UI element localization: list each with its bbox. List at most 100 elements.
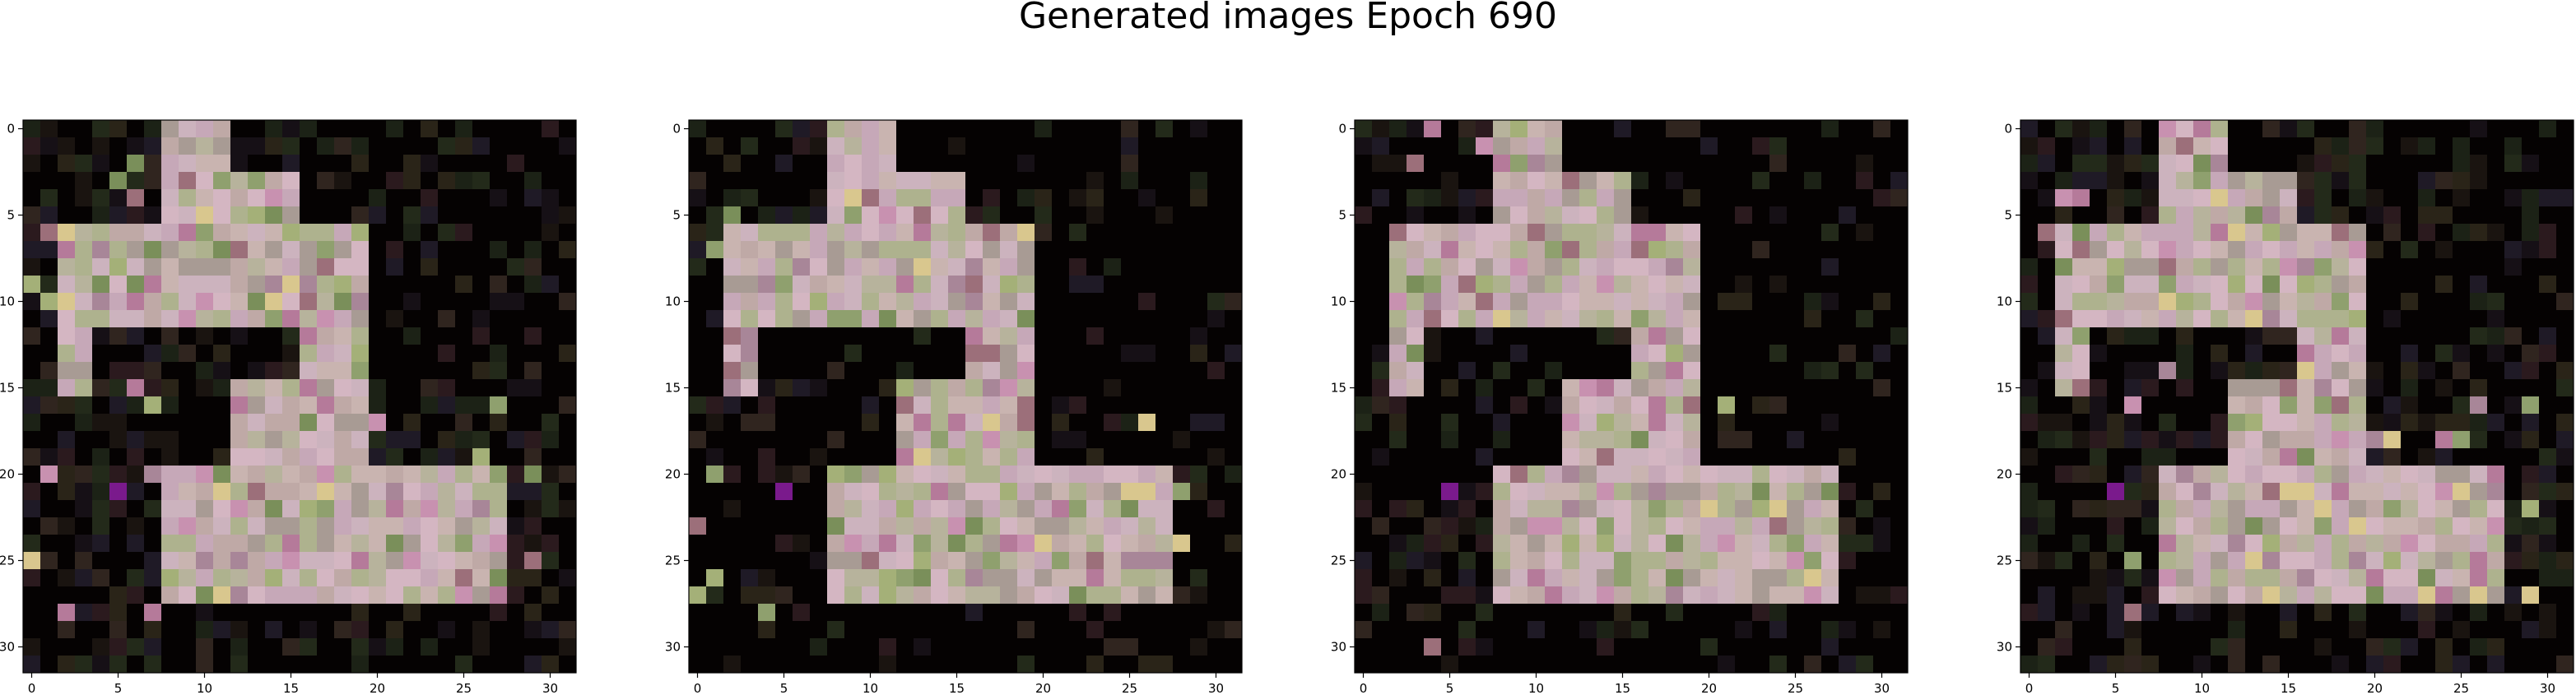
pixel-cell — [827, 310, 845, 328]
pixel-cell — [1173, 137, 1191, 155]
pixel-cell — [127, 189, 145, 207]
pixel-cell — [1890, 500, 1909, 518]
pixel-cell — [92, 656, 110, 674]
pixel-cell — [1035, 604, 1053, 622]
pixel-cell — [1138, 172, 1156, 190]
pixel-cell — [965, 466, 983, 484]
pixel-cell — [1225, 414, 1243, 432]
pixel-cell — [1458, 396, 1476, 415]
pixel-cell — [1666, 483, 1684, 501]
pixel-cell — [1389, 500, 1407, 518]
pixel-cell — [507, 310, 525, 328]
pixel-cell — [1407, 293, 1425, 311]
pixel-cell — [1890, 293, 1909, 311]
pixel-cell — [2297, 137, 2315, 155]
pixel-cell — [1752, 414, 1770, 432]
pixel-cell — [230, 621, 249, 639]
pixel-cell — [914, 379, 932, 397]
pixel-cell — [144, 172, 162, 190]
pixel-cell — [2366, 414, 2384, 432]
pixel-cell — [1000, 224, 1018, 242]
pixel-cell — [1052, 293, 1070, 311]
pixel-cell — [2366, 327, 2384, 345]
pixel-cell — [2020, 552, 2039, 570]
pixel-cell — [931, 638, 949, 656]
pixel-cell — [161, 345, 179, 363]
pixel-cell — [1035, 276, 1053, 294]
pixel-cell — [438, 517, 456, 535]
pixel-cell — [1527, 604, 1546, 622]
pixel-cell — [1424, 189, 1442, 207]
pixel-cell — [2487, 310, 2505, 328]
pixel-cell — [1545, 483, 1563, 501]
pixel-cell — [524, 258, 542, 276]
pixel-cell — [1476, 483, 1494, 501]
pixel-cell — [1104, 241, 1122, 259]
pixel-cell — [827, 586, 845, 605]
pixel-cell — [827, 552, 845, 570]
pixel-cell — [2470, 224, 2488, 242]
pixel-cell — [1873, 224, 1891, 242]
pixel-cell — [706, 258, 724, 276]
pixel-cell — [161, 431, 179, 449]
pixel-cell — [1856, 120, 1874, 138]
pixel-cell — [1890, 310, 1909, 328]
pixel-cell — [1579, 172, 1597, 190]
pixel-cell — [75, 172, 93, 190]
pixel-cell — [931, 414, 949, 432]
pixel-cell — [1207, 466, 1225, 484]
pixel-cell — [879, 569, 897, 587]
pixel-cell — [2124, 569, 2142, 587]
pixel-cell — [1207, 120, 1225, 138]
pixel-cell — [1441, 310, 1459, 328]
pixel-cell — [1856, 414, 1874, 432]
pixel-cell — [1017, 396, 1035, 415]
pixel-cell — [282, 466, 300, 484]
pixel-cell — [1035, 483, 1053, 501]
pixel-cell — [1821, 448, 1839, 466]
pixel-cell — [1666, 155, 1684, 173]
pixel-cell — [351, 414, 370, 432]
pixel-cell — [1700, 552, 1718, 570]
x-tick-label: 30 — [2540, 681, 2555, 695]
pixel-cell — [2193, 276, 2211, 294]
pixel-cell — [1597, 638, 1615, 656]
pixel-cell — [2193, 362, 2211, 380]
pixel-cell — [472, 379, 491, 397]
pixel-cell — [879, 172, 897, 190]
pixel-cell — [1207, 293, 1225, 311]
pixel-cell — [2020, 172, 2039, 190]
pixel-cell — [507, 535, 525, 553]
pixel-cell — [1407, 172, 1425, 190]
pixel-cell — [1666, 431, 1684, 449]
pixel-cell — [58, 535, 76, 553]
pixel-cell — [1424, 500, 1442, 518]
pixel-cell — [2539, 586, 2557, 605]
pixel-cell — [196, 621, 214, 639]
pixel-cell — [1458, 155, 1476, 173]
pixel-cell — [2124, 621, 2142, 639]
pixel-cell — [1804, 569, 1822, 587]
pixel-cell — [2262, 448, 2281, 466]
pixel-cell — [542, 293, 560, 311]
pixel-cell — [507, 517, 525, 535]
pixel-cell — [1355, 241, 1373, 259]
pixel-cell — [2539, 310, 2557, 328]
pixel-cell — [1155, 345, 1174, 363]
pixel-cell — [317, 310, 335, 328]
pixel-cell — [2314, 310, 2332, 328]
pixel-cell — [369, 276, 387, 294]
pixel-cell — [23, 241, 41, 259]
pixel-cell — [1510, 500, 1528, 518]
pixel-cell — [1424, 241, 1442, 259]
pixel-cell — [1424, 276, 1442, 294]
pixel-cell — [1856, 656, 1874, 674]
pixel-cell — [524, 638, 542, 656]
pixel-cell — [196, 120, 214, 138]
pixel-cell — [983, 241, 1001, 259]
pixel-cell — [2055, 396, 2073, 415]
pixel-cell — [1752, 517, 1770, 535]
pixel-cell — [282, 310, 300, 328]
pixel-cell — [1389, 362, 1407, 380]
pixel-cell — [793, 258, 811, 276]
